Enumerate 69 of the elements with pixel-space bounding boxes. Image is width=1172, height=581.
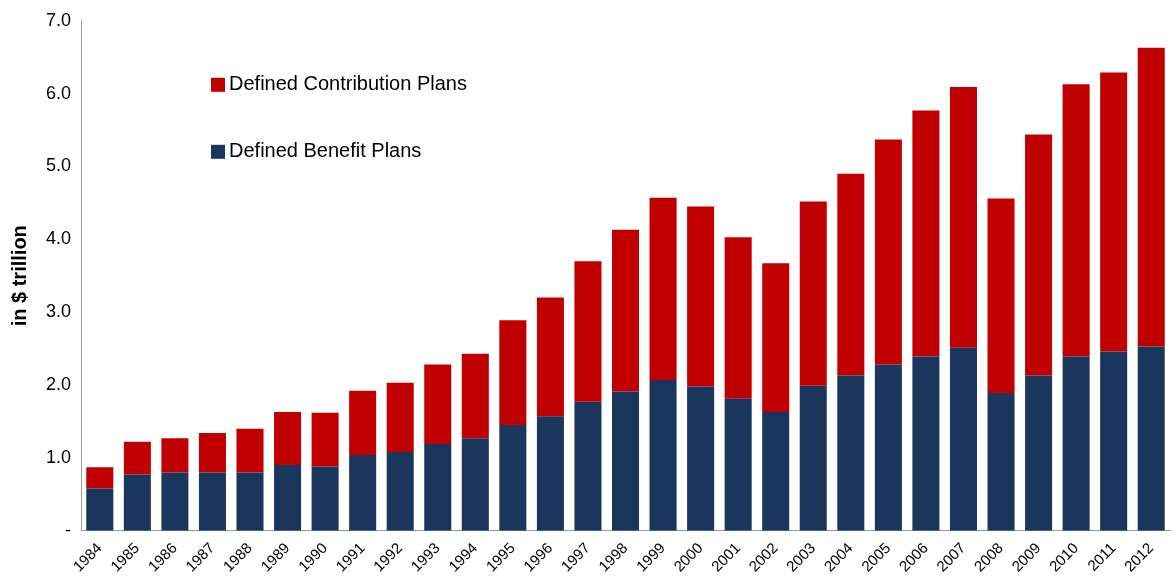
bar	[611, 229, 640, 392]
bar	[311, 412, 339, 467]
bar	[274, 411, 302, 466]
bar	[1137, 346, 1165, 531]
bar	[837, 375, 865, 531]
bar	[461, 353, 489, 439]
bar	[987, 198, 1015, 394]
bar	[649, 379, 677, 531]
bar	[236, 472, 264, 531]
bar	[123, 474, 151, 531]
bar	[1062, 84, 1090, 357]
bar	[724, 237, 752, 399]
y-tick-label: -	[65, 519, 72, 540]
bar	[424, 364, 452, 444]
bar	[1025, 134, 1053, 376]
bar	[874, 139, 902, 365]
bar	[912, 356, 940, 531]
bar	[536, 297, 564, 417]
y-tick-label: 2.0	[45, 373, 72, 394]
y-axis-title: in $ trillion	[7, 225, 30, 327]
bar	[799, 385, 827, 531]
bar	[799, 201, 827, 386]
bar	[1062, 356, 1090, 531]
bar	[349, 390, 377, 455]
bar	[161, 438, 189, 473]
bar	[461, 438, 489, 531]
bar	[949, 87, 977, 348]
bar	[762, 263, 790, 412]
bar	[236, 428, 264, 473]
bar	[687, 206, 715, 387]
bar	[574, 261, 602, 402]
bar	[611, 391, 640, 531]
y-tick-label: 1.0	[45, 446, 72, 467]
bar	[311, 466, 339, 531]
bar	[837, 173, 865, 376]
bar	[912, 110, 940, 357]
bar	[499, 320, 527, 426]
y-tick-label: 4.0	[45, 228, 72, 249]
y-tick-label: 3.0	[45, 301, 72, 322]
bar	[1137, 47, 1165, 347]
bar	[574, 401, 602, 531]
bar	[1100, 72, 1128, 352]
bar	[198, 472, 226, 531]
legend-label: Defined Contribution Plans	[229, 72, 467, 95]
bar	[386, 382, 414, 453]
y-tick-label: 7.0	[45, 9, 72, 30]
bar	[274, 465, 302, 531]
bar	[762, 411, 790, 531]
bar	[499, 425, 527, 531]
bar	[349, 454, 377, 531]
bar	[724, 398, 752, 531]
bar	[536, 416, 564, 531]
legend-label: Defined Benefit Plans	[229, 139, 422, 162]
bar	[1025, 375, 1053, 531]
bar	[987, 393, 1015, 531]
y-tick-label: 6.0	[45, 82, 72, 103]
bar	[949, 347, 977, 531]
bar	[198, 433, 226, 473]
bar	[386, 452, 414, 531]
y-tick-label: 5.0	[45, 155, 72, 176]
bar	[86, 488, 114, 531]
bar	[1100, 351, 1128, 531]
bar	[161, 472, 189, 531]
bar	[687, 386, 715, 531]
bar	[123, 441, 151, 475]
bar	[874, 364, 902, 531]
bar	[424, 444, 452, 531]
bar	[649, 197, 677, 380]
bar	[86, 467, 114, 489]
